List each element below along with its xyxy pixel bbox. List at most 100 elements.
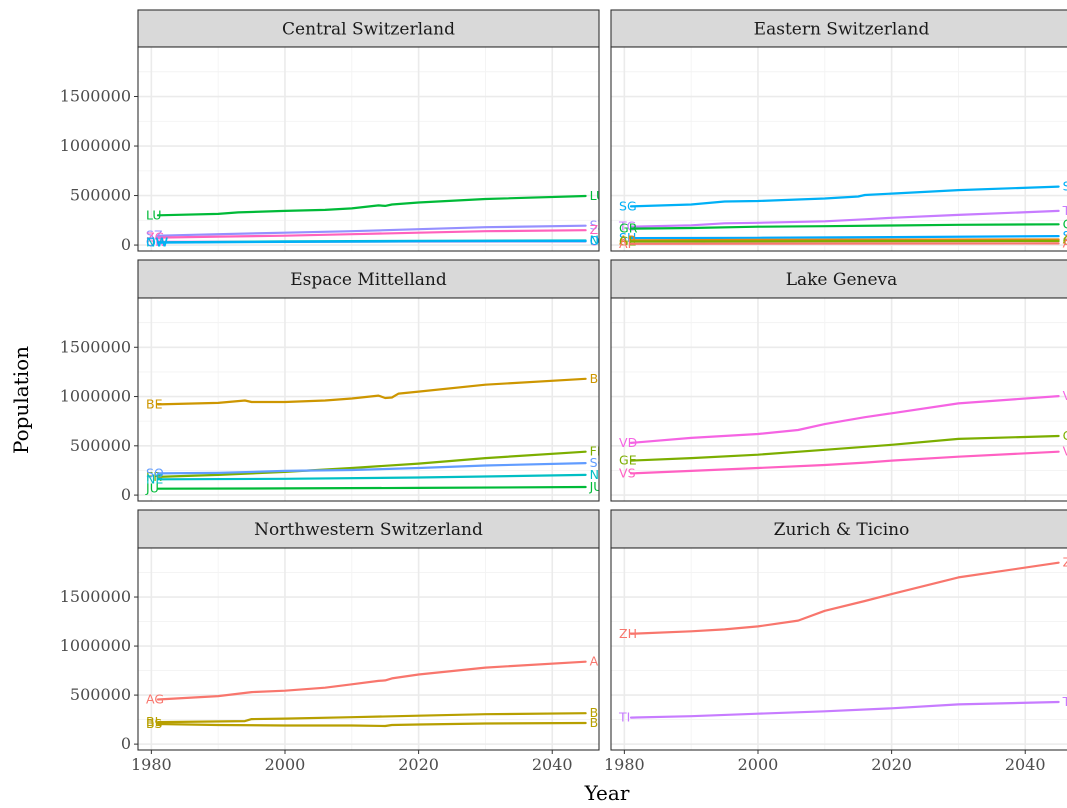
y-tick-label: 0 xyxy=(121,734,131,753)
series-line-bs xyxy=(156,721,587,728)
y-tick-label: 500000 xyxy=(70,436,131,455)
series-start-label: SG xyxy=(619,198,637,213)
facet-strip xyxy=(610,259,1067,299)
series-line-lu xyxy=(156,194,587,217)
series-start-label: BE xyxy=(146,396,163,411)
series-end-label: NE xyxy=(590,467,607,482)
facet-title: Central Switzerland xyxy=(282,20,455,40)
series-end-label: OW xyxy=(590,233,612,248)
facet-title: Lake Geneva xyxy=(786,270,898,290)
y-tick-label: 1000000 xyxy=(60,387,131,406)
series-line-fr xyxy=(156,450,587,478)
series-start-label: TI xyxy=(618,710,630,725)
series-line-zh xyxy=(629,561,1060,635)
series-line-ju xyxy=(156,485,587,490)
x-tick-label: 1980 xyxy=(131,755,172,774)
series-end-label: SO xyxy=(590,455,608,470)
panel-border xyxy=(610,547,1067,751)
series-line-sz xyxy=(156,224,587,237)
y-tick-label: 1500000 xyxy=(60,587,131,606)
series-end-label: ZG xyxy=(590,222,608,237)
panel-border xyxy=(137,547,600,751)
y-tick-label: 500000 xyxy=(70,186,131,205)
x-tick-label: 2020 xyxy=(398,755,439,774)
series-end-label: GR xyxy=(1063,216,1067,231)
series-start-label: NW xyxy=(146,234,168,249)
series-end-label: BS xyxy=(590,715,606,730)
series-line-be xyxy=(156,377,587,406)
y-tick-label: 0 xyxy=(121,235,131,254)
series-line-zg xyxy=(156,229,587,239)
series-end-label: TI xyxy=(1062,694,1067,709)
panel-border xyxy=(137,46,600,252)
series-line-vd xyxy=(629,395,1060,444)
series-start-label: TG xyxy=(618,219,636,234)
series-start-label: GR xyxy=(619,221,638,236)
x-tick-label: 1980 xyxy=(604,755,645,774)
plot-background xyxy=(611,298,1067,501)
series-start-label: GE xyxy=(619,453,637,468)
plot-background xyxy=(611,47,1067,251)
facet-title: Zurich & Ticino xyxy=(774,520,910,540)
series-line-ne xyxy=(156,473,587,481)
y-tick-label: 1500000 xyxy=(60,87,131,106)
series-line-sg xyxy=(629,185,1060,208)
series-end-label: SH xyxy=(1063,228,1067,243)
series-end-label: AR xyxy=(1063,232,1067,247)
series-end-label: AG xyxy=(590,654,608,669)
series-start-label: AG xyxy=(146,692,164,707)
facet-strip xyxy=(610,509,1067,549)
series-start-label: OW xyxy=(146,235,168,250)
series-end-label: SG xyxy=(1063,179,1067,194)
series-start-label: NE xyxy=(146,471,163,486)
series-start-label: LU xyxy=(146,207,162,222)
y-tick-label: 0 xyxy=(121,485,131,504)
y-axis-title: Population xyxy=(9,346,33,454)
series-line-ti xyxy=(629,700,1060,719)
y-tick-label: 1500000 xyxy=(60,337,131,356)
series-start-label: BL xyxy=(146,714,162,729)
x-tick-label: 2000 xyxy=(265,755,306,774)
x-tick-label: 2040 xyxy=(532,755,573,774)
series-start-label: JU xyxy=(145,481,159,496)
x-tick-label: 2020 xyxy=(871,755,912,774)
series-group: SGSGTGTGGRGRSHSHARARGLGLAIAI xyxy=(618,179,1067,251)
series-end-label: GL xyxy=(1063,233,1067,248)
series-line-ow xyxy=(156,240,587,244)
series-start-label: SO xyxy=(146,465,164,480)
series-group: VDVDGEGEVSVS xyxy=(619,388,1067,480)
facet-panel: Eastern SwitzerlandSGSGTGTGGRGRSHSHARARG… xyxy=(610,9,1067,252)
series-start-label: ZH xyxy=(619,626,637,641)
facet-title: Espace Mittelland xyxy=(290,270,447,290)
series-end-label: VD xyxy=(1063,388,1067,403)
x-axis-title: Year xyxy=(584,781,630,805)
y-tick-label: 1000000 xyxy=(60,636,131,655)
series-end-label: ZH xyxy=(1063,555,1067,570)
series-line-sh xyxy=(629,235,1060,240)
series-end-label: AI xyxy=(1063,235,1067,250)
facet-strip xyxy=(137,9,600,48)
series-end-label: SZ xyxy=(590,218,607,233)
series-start-label: VS xyxy=(619,465,636,480)
series-line-ar xyxy=(629,238,1060,242)
series-start-label: AI xyxy=(619,236,631,251)
panel-border xyxy=(137,297,600,502)
series-line-so xyxy=(156,462,587,475)
series-line-ge xyxy=(629,434,1060,462)
series-end-label: BL xyxy=(590,705,606,720)
panel-border xyxy=(610,297,1067,502)
series-line-tg xyxy=(629,209,1060,228)
series-line-bl xyxy=(156,712,587,724)
facet-title: Eastern Switzerland xyxy=(754,20,930,40)
x-tick-label: 2040 xyxy=(1005,755,1046,774)
series-start-label: SZ xyxy=(146,228,163,243)
series-end-label: NW xyxy=(590,233,612,248)
facet-panel: Zurich & Ticino ZH ZH TI TI 1980 2000 2020 2040 xyxy=(604,509,1067,774)
x-tick-label: 2000 xyxy=(738,755,779,774)
series-end-label: JU xyxy=(589,479,603,494)
